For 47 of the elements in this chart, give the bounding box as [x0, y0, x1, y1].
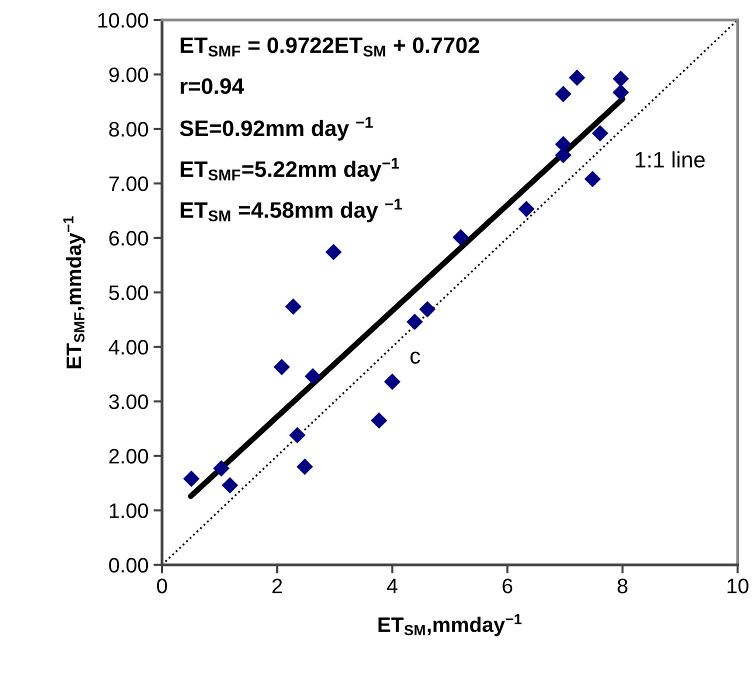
x-tick-label: 2: [272, 578, 282, 594]
annotation: ET$_{SM}$ =4.58mm day $^{−1}$: [180, 198, 402, 222]
point: [325, 244, 342, 260]
point: [592, 125, 608, 142]
point: [419, 301, 436, 318]
annotation: ET$_{SMF}$=5.22mm day$^{−1}$: [180, 158, 400, 182]
point: [384, 374, 400, 390]
point: [568, 69, 586, 86]
y-tick-label: 8.00: [109, 122, 148, 137]
point: [612, 70, 630, 88]
point: [452, 229, 469, 246]
annotation: c: [410, 352, 420, 364]
y-tick-label: 7.00: [109, 176, 148, 192]
annotation: 1:1 line: [636, 151, 705, 168]
point: [296, 458, 313, 475]
annotation: ET$_{SMF}$ = 0.9722ET$_{SM}$ + 0.7702: [180, 37, 480, 57]
y-tick-label: 9.00: [109, 67, 148, 82]
x-tick-label: 10: [728, 578, 748, 594]
y-tick-label: 10.00: [98, 12, 148, 28]
point: [213, 460, 230, 477]
point: [584, 170, 601, 188]
point: [304, 368, 322, 385]
point: [406, 314, 423, 330]
point: [289, 426, 306, 444]
point: [183, 470, 200, 487]
point: [370, 412, 388, 429]
x-tick-label: 0: [157, 578, 167, 594]
y-tick-label: 4.00: [108, 340, 148, 355]
y-tick-label: 5.00: [109, 285, 148, 300]
y-tick-label: 1.00: [110, 503, 148, 518]
y-tick-label: 3.00: [109, 394, 148, 410]
x-tick-label: 6: [502, 578, 512, 594]
y-axis-title: ET$_{SMF}$,mmday$^{−1}$: [63, 216, 86, 368]
x-tick-label: 4: [386, 578, 398, 594]
point: [285, 298, 302, 315]
point: [612, 84, 630, 101]
point: [274, 358, 290, 376]
y-tick-label: 2.00: [109, 448, 148, 464]
y-tick-label: 6.00: [109, 230, 148, 246]
x-axis-title: ET$_{SM}$,mmday$^{−1}$: [378, 614, 522, 636]
y-tick-label: 0.00: [109, 558, 148, 573]
point: [555, 86, 572, 102]
point: [518, 200, 535, 218]
point: [222, 477, 238, 494]
annotation: SE=0.92mm day $^{−1}$: [180, 117, 373, 141]
annotation: r=0.94: [180, 78, 244, 94]
x-tick-label: 8: [618, 578, 628, 594]
